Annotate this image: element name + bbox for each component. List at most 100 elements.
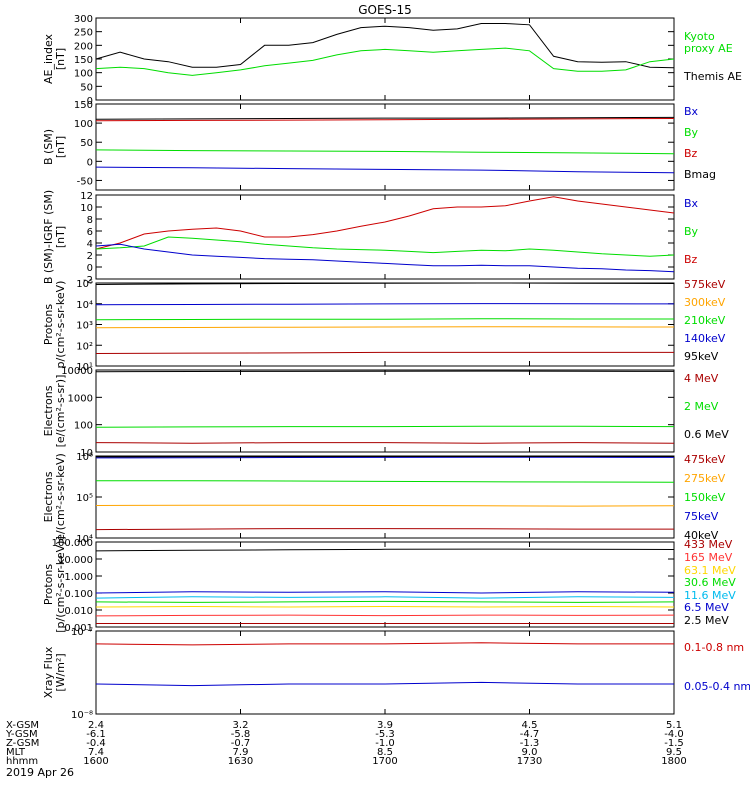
series-0-05-0-4-nm	[95, 681, 674, 687]
legend-entry: Kyoto	[684, 30, 715, 43]
x-row-value: 1630	[228, 756, 253, 767]
y-tick-label: 10.000	[58, 555, 93, 566]
legend-entry: 433 MeV	[684, 538, 733, 551]
y-tick-label: 1000	[68, 393, 93, 404]
panel-frame	[95, 455, 675, 539]
y-tick-label: 100	[74, 421, 93, 432]
legend-entry: 40keV	[684, 529, 719, 542]
y-tick-label: 250	[74, 28, 93, 39]
y-tick-label: 100	[74, 69, 93, 80]
y-tick-label: 150	[74, 55, 93, 66]
legend-entry: Bx	[684, 197, 699, 210]
x-row-value: -1.5	[664, 738, 684, 749]
x-row-value: -0.7	[231, 738, 251, 749]
series-140kev	[95, 303, 675, 306]
legend-entry: proxy AE	[684, 42, 733, 55]
legend-entry: 165 MeV	[684, 551, 733, 564]
y-tick-label: 10¹	[76, 362, 93, 373]
y-tick-label: 10⁶	[76, 452, 93, 463]
y-tick-label: 10⁴	[76, 534, 93, 545]
y-axis-label: B (SM)[nT]	[42, 129, 67, 165]
legend-entry: Bz	[684, 147, 698, 160]
panel-frame	[95, 194, 675, 280]
x-row-label: Y-GSM	[5, 729, 38, 740]
x-row-value: 1800	[661, 756, 686, 767]
legend-entry: 11.6 MeV	[684, 589, 736, 602]
x-row-value: -5.8	[231, 729, 251, 740]
series-0-1-0-8-nm	[95, 642, 674, 646]
series-95kev	[95, 282, 675, 285]
y-tick-label: 10⁻⁸	[71, 710, 93, 721]
series-bmag	[95, 116, 675, 120]
legend-entry: Bmag	[684, 168, 716, 181]
y-tick-label: 150	[74, 100, 93, 111]
series-150kev	[95, 480, 675, 483]
y-tick-label: 100	[74, 119, 93, 130]
legend-entry: 95keV	[684, 350, 719, 363]
series-kyoto-proxy-ae	[95, 47, 675, 76]
x-row-label: hhmm	[6, 756, 38, 767]
legend-entry: 0.05-0.4 nm	[684, 680, 750, 693]
y-tick-label: 1.000	[64, 572, 93, 583]
y-tick-label: 2	[87, 251, 93, 262]
y-axis-label: AE_index[nT]	[42, 33, 67, 84]
series-30-6-mev	[95, 600, 675, 603]
y-tick-label: 10	[80, 448, 93, 459]
x-axis-labels: X-GSM 2.4 3.2 3.9 4.5 5.1 Y-GSM -6.1 -5.8 -5.3 -4.…	[5, 720, 687, 767]
y-tick-label: 10000	[61, 366, 93, 377]
y-tick-label: 10⁻⁷	[71, 627, 93, 638]
y-tick-label: -50	[77, 176, 93, 187]
x-row-value: 7.4	[88, 747, 104, 758]
series-by	[95, 236, 675, 257]
panel-frame	[95, 103, 675, 191]
x-row-value: 1700	[372, 756, 397, 767]
y-tick-label: 10³	[76, 321, 93, 332]
x-row-value: -1.0	[375, 738, 395, 749]
y-tick-label: 10²	[76, 341, 93, 352]
legend-entry: 210keV	[684, 314, 726, 327]
x-row-value: 5.1	[666, 720, 682, 731]
series-6-5-mev	[95, 591, 675, 594]
series-210kev	[95, 318, 674, 321]
legend-entry: Bx	[684, 105, 699, 118]
y-tick-label: 0.001	[64, 623, 93, 634]
panel-2: -50 0 50 100 150 B (SM)[nT] Bx By Bz Bmag	[42, 100, 716, 191]
x-row-label: MLT	[6, 747, 26, 758]
plot-date: 2019 Apr 26	[6, 766, 74, 779]
panel-frame	[95, 17, 675, 101]
series-11-6-mev	[95, 596, 675, 599]
series-bz	[95, 118, 675, 122]
series-63-1-mev	[95, 605, 675, 608]
panel-frame	[95, 541, 675, 628]
legend-entry: 2.5 MeV	[684, 614, 729, 627]
legend-entry: 475keV	[684, 453, 726, 466]
y-tick-label: 0	[87, 96, 93, 107]
panel-6: 10⁴ 10⁵ 10⁶ Electronse/(cm²-s-sr-keV) 475keV…	[42, 452, 726, 545]
series-0-6-mev	[95, 370, 675, 373]
panel-1: 0 50 100 150 200 250 300 AE_index[nT] Kyotoproxy…	[42, 14, 742, 107]
y-axis-label: Protons[p/(cm²-s-sr-keV)]	[42, 536, 67, 633]
x-row-value: 1730	[517, 756, 542, 767]
x-row-value: -5.3	[375, 729, 395, 740]
x-row-value: 8.5	[377, 747, 393, 758]
y-tick-label: 8	[87, 215, 93, 226]
series-bx	[95, 166, 675, 174]
x-row-value: 3.2	[233, 720, 249, 731]
y-axis-label: Xray Flux[W/m²]	[42, 646, 67, 698]
series-4-mev	[95, 442, 675, 444]
y-tick-label: 100.000	[52, 538, 93, 549]
series-75kev	[95, 456, 675, 459]
y-tick-label: 12	[80, 191, 93, 202]
x-row-value: -0.4	[86, 738, 106, 749]
series-2-mev	[95, 425, 675, 428]
y-tick-label: 10	[80, 203, 93, 214]
y-tick-label: 4	[87, 239, 93, 250]
y-tick-label: 0.010	[64, 606, 93, 617]
series-by	[95, 149, 675, 155]
y-tick-label: 0	[87, 157, 93, 168]
x-row-label: X-GSM	[6, 720, 39, 731]
y-axis-label: Electronse/(cm²-s-sr-keV)	[42, 453, 67, 541]
